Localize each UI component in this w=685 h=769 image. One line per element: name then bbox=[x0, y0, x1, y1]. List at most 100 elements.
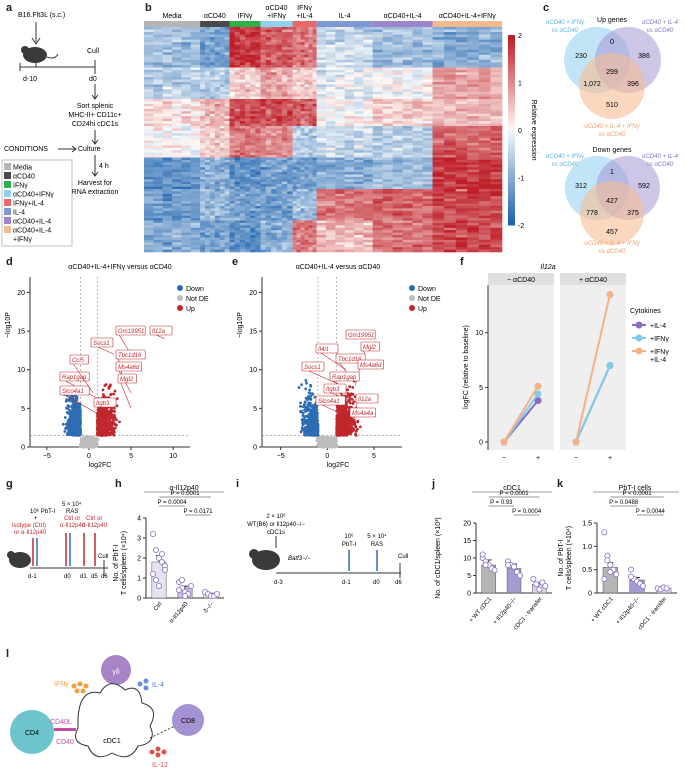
heat-cell bbox=[276, 54, 283, 58]
heat-cell bbox=[412, 123, 423, 127]
heat-cell bbox=[265, 196, 272, 199]
heat-cell bbox=[205, 201, 211, 204]
heat-cell bbox=[144, 239, 154, 243]
heat-cell bbox=[372, 27, 383, 30]
heat-cell bbox=[281, 72, 288, 76]
heat-cell bbox=[478, 39, 491, 43]
heat-cell bbox=[444, 227, 456, 231]
heat-cell bbox=[353, 108, 364, 112]
heat-cell bbox=[234, 27, 241, 30]
heat-cell bbox=[444, 130, 456, 134]
heat-cell bbox=[325, 103, 336, 107]
heat-cell bbox=[239, 174, 246, 178]
heat-cell bbox=[153, 189, 164, 192]
heat-cell bbox=[162, 205, 173, 209]
heat-cell bbox=[181, 118, 192, 122]
heat-cell bbox=[229, 57, 235, 61]
heat-cell bbox=[490, 215, 503, 219]
heat-cell bbox=[478, 249, 491, 253]
heat-cell bbox=[335, 235, 345, 238]
heat-cell bbox=[276, 91, 283, 95]
heat-cell bbox=[444, 138, 456, 141]
heat-cell bbox=[224, 230, 230, 233]
heat-cell bbox=[344, 191, 355, 195]
heat-cell bbox=[287, 215, 293, 219]
heat-cell bbox=[300, 49, 305, 53]
heat-cell bbox=[444, 172, 456, 175]
heat-cell bbox=[412, 128, 423, 132]
heat-cell bbox=[144, 179, 154, 183]
heat-cell bbox=[234, 181, 241, 185]
heat-cell bbox=[316, 198, 327, 202]
heat-cell bbox=[402, 208, 413, 212]
heat-cell bbox=[372, 176, 383, 180]
heat-cell bbox=[478, 42, 491, 46]
heat-cell bbox=[300, 152, 305, 156]
heat-cell bbox=[335, 77, 345, 80]
heat-cell bbox=[392, 101, 403, 105]
heat-cell bbox=[181, 205, 192, 209]
heat-cell bbox=[255, 237, 261, 241]
heat-cell bbox=[382, 210, 393, 214]
heat-cell bbox=[353, 157, 364, 161]
heat-cell bbox=[224, 82, 230, 85]
heat-cell bbox=[281, 152, 288, 156]
heat-cell bbox=[412, 84, 423, 88]
heat-cell bbox=[276, 49, 283, 53]
heat-cell bbox=[265, 130, 272, 134]
heat-cell bbox=[325, 150, 336, 153]
heat-cell bbox=[316, 155, 327, 158]
heat-cell bbox=[287, 82, 293, 85]
heat-cell bbox=[271, 157, 277, 161]
heat-cell bbox=[325, 74, 336, 78]
heat-cell bbox=[444, 74, 456, 78]
heat-cell bbox=[276, 244, 283, 248]
heat-cell bbox=[432, 106, 445, 110]
heat-cell bbox=[444, 157, 456, 161]
heat-cell bbox=[353, 42, 364, 46]
heat-cell bbox=[490, 101, 503, 105]
heat-cell bbox=[190, 218, 201, 221]
heat-cell bbox=[325, 57, 336, 61]
heat-cell bbox=[255, 34, 261, 38]
heat-cell bbox=[271, 235, 277, 238]
heat-cell bbox=[205, 172, 211, 175]
heat-cell bbox=[296, 47, 301, 51]
heat-cell bbox=[402, 220, 413, 224]
heat-cell bbox=[162, 91, 173, 95]
heat-cell bbox=[287, 57, 293, 61]
heat-cell bbox=[412, 37, 423, 40]
heat-cell bbox=[281, 47, 288, 51]
heat-cell bbox=[209, 203, 216, 207]
heat-cell bbox=[304, 91, 309, 95]
heat-cell bbox=[312, 164, 317, 168]
heat-cell bbox=[392, 77, 403, 80]
heat-cell bbox=[363, 142, 373, 146]
heat-cell bbox=[287, 54, 293, 58]
colorbar-step bbox=[508, 39, 515, 45]
heat-cell bbox=[300, 101, 305, 105]
heat-cell bbox=[287, 49, 293, 53]
heat-cell bbox=[490, 227, 503, 231]
panel-label-a: a bbox=[6, 2, 13, 14]
heat-cell bbox=[144, 64, 154, 68]
heat-cell bbox=[287, 34, 293, 38]
heat-cell bbox=[255, 147, 261, 151]
heat-cell bbox=[300, 230, 305, 233]
heat-cell bbox=[402, 184, 413, 187]
colorbar-step bbox=[508, 187, 515, 193]
heat-cell bbox=[353, 179, 364, 183]
heat-cell bbox=[344, 72, 355, 76]
heat-cell bbox=[181, 113, 192, 117]
heat-cell bbox=[422, 44, 433, 48]
heat-cell bbox=[214, 140, 220, 144]
heat-cell bbox=[455, 130, 468, 134]
heat-cell bbox=[432, 123, 445, 127]
heat-cell bbox=[224, 244, 230, 248]
heat-cell bbox=[432, 62, 445, 66]
heat-cell bbox=[372, 108, 383, 112]
heat-cell bbox=[234, 213, 241, 216]
heat-cell bbox=[219, 225, 225, 229]
heat-cell bbox=[412, 208, 423, 212]
heat-cell bbox=[271, 86, 277, 90]
